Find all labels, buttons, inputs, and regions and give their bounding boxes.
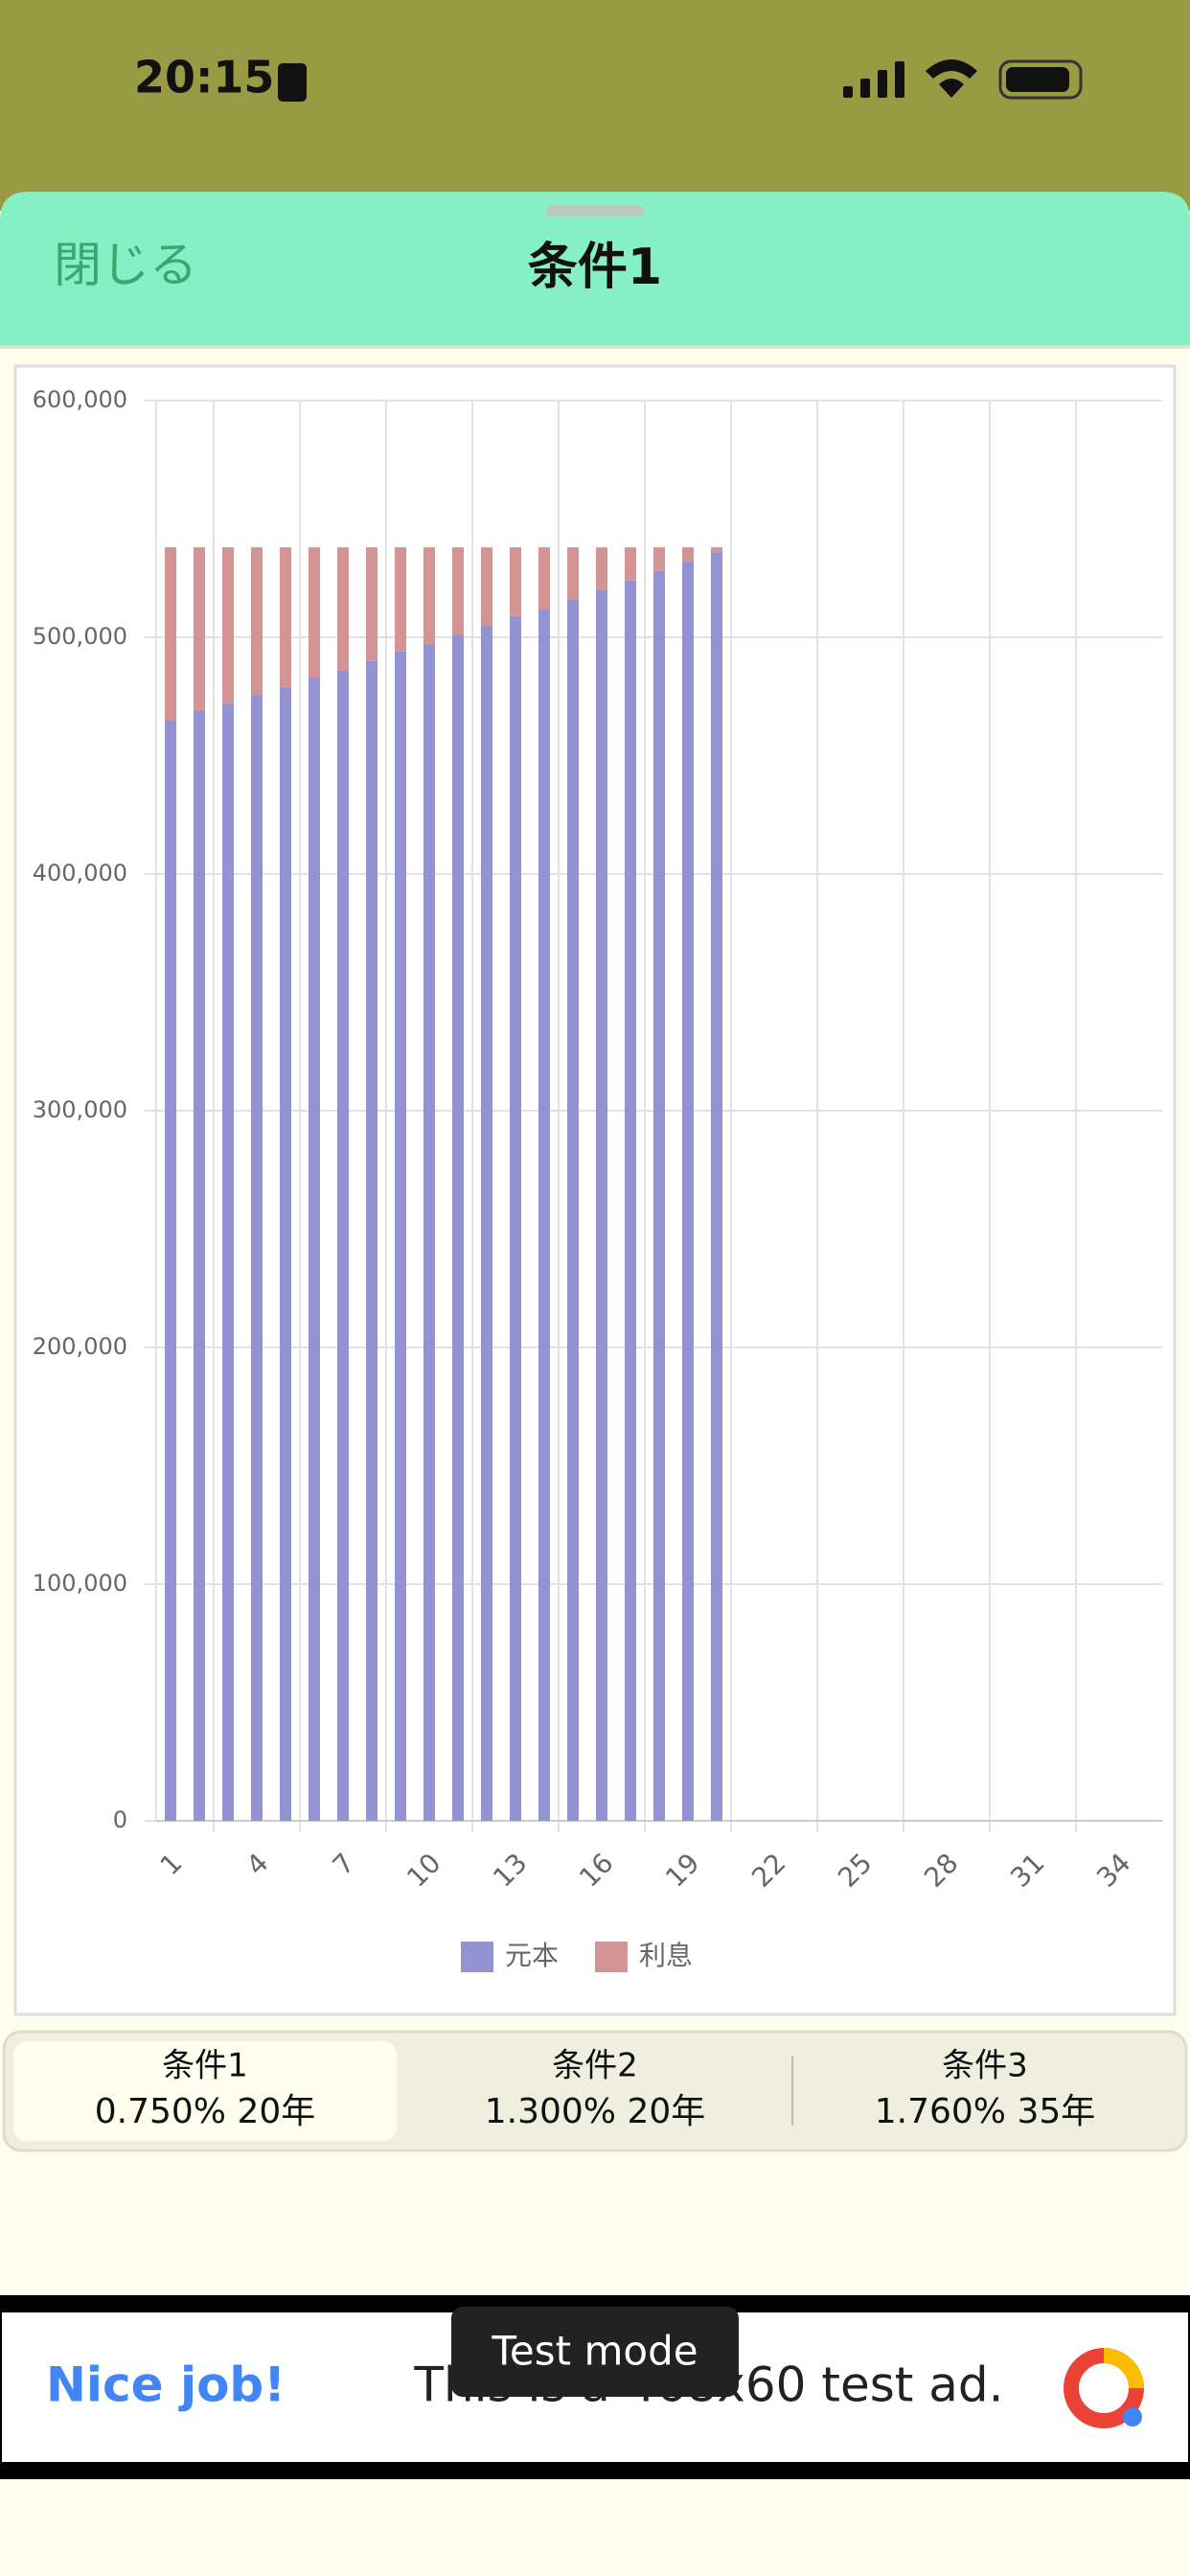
bar-segment (337, 670, 349, 1821)
y-tick-label: 100,000 (33, 1570, 127, 1597)
toast-text: Test mode (491, 2328, 698, 2375)
bar-segment (567, 547, 579, 600)
bar-segment (452, 547, 464, 635)
wifi-icon (926, 59, 977, 98)
bar-segment (510, 615, 521, 1821)
bar-segment (481, 625, 492, 1821)
y-tick-label: 500,000 (33, 623, 127, 650)
battery-level (1006, 67, 1069, 92)
time: 20:15 (134, 52, 274, 104)
drag-handle (546, 205, 644, 217)
bar-segment (711, 547, 722, 553)
bar-segment (194, 547, 205, 711)
tab-name[interactable]: 条件1 (162, 2047, 248, 2085)
bar-segment (596, 589, 607, 1821)
bar-segment (510, 547, 521, 616)
status-bar (0, 0, 1190, 211)
bar-segment (538, 609, 550, 1821)
bar-segment (165, 547, 176, 721)
bar-segment (682, 561, 694, 1822)
ad-logo-dot (1123, 2407, 1142, 2426)
toast (451, 2307, 739, 2397)
bar-segment (222, 703, 234, 1822)
bar-segment (366, 660, 378, 1822)
bar-segment (538, 547, 550, 610)
bar-segment (309, 547, 320, 678)
legend-label: 利息 (639, 1940, 693, 1971)
legend-swatch (461, 1942, 493, 1972)
bar-segment (194, 710, 205, 1821)
bar-segment (222, 547, 234, 704)
tabs: 条件1 0.750% 20年 条件2 1.300% 20年 条件3 1.760% 35年 (95, 2047, 1096, 2132)
tab-detail[interactable]: 1.300% 20年 (485, 2092, 706, 2131)
bar-segment (596, 547, 607, 590)
chart-card (13, 364, 1177, 2016)
bar-segment (280, 686, 291, 1821)
y-tick-label: 600,000 (33, 386, 127, 413)
bar-segment (682, 547, 694, 562)
bar-segment (423, 547, 435, 645)
y-tick-label: 200,000 (33, 1333, 127, 1360)
y-tick-label: 0 (113, 1806, 127, 1833)
ad-logo-accent (1103, 2348, 1144, 2389)
chart: 0 100,000 200,000 300,000 400,000 500,000 600,… (33, 386, 1162, 1972)
tab-detail[interactable]: 0.750% 20年 (95, 2092, 316, 2131)
bar-segment (280, 547, 291, 687)
tab-name[interactable]: 条件2 (552, 2047, 638, 2085)
y-tick-label: 400,000 (33, 860, 127, 886)
divider (0, 345, 1190, 349)
bar-segment (567, 599, 579, 1821)
signal-icon (843, 61, 904, 98)
bar-segment (711, 552, 722, 1821)
selected-segment (13, 2041, 397, 2141)
sheet-header (0, 192, 1190, 345)
bar-segment (423, 644, 435, 1822)
legend-swatch (595, 1942, 628, 1972)
bar-segment (625, 580, 636, 1821)
bar-segment (251, 547, 263, 695)
ad-headline[interactable]: Nice job! (46, 2358, 286, 2413)
tab-detail[interactable]: 1.760% 35年 (875, 2092, 1096, 2131)
bar-segment (395, 547, 406, 652)
bar-segment (366, 547, 378, 661)
close-button[interactable]: 閉じる (54, 238, 197, 293)
bar-segment (481, 547, 492, 626)
bar-segment (309, 677, 320, 1821)
legend-label: 元本 (505, 1940, 559, 1971)
bar-segment (165, 720, 176, 1822)
bar-segment (625, 547, 636, 581)
bar-segment (395, 651, 406, 1821)
bar-segment (251, 694, 263, 1821)
bar-segment (653, 570, 665, 1821)
id-icon (278, 63, 307, 102)
tab-name[interactable]: 条件3 (942, 2047, 1028, 2085)
bar-segment (653, 547, 665, 571)
y-tick-label: 300,000 (33, 1096, 127, 1123)
sheet-title: 条件1 (528, 239, 662, 296)
bar-segment (337, 547, 349, 671)
battery-icon (998, 59, 1083, 100)
bar-segment (452, 634, 464, 1821)
